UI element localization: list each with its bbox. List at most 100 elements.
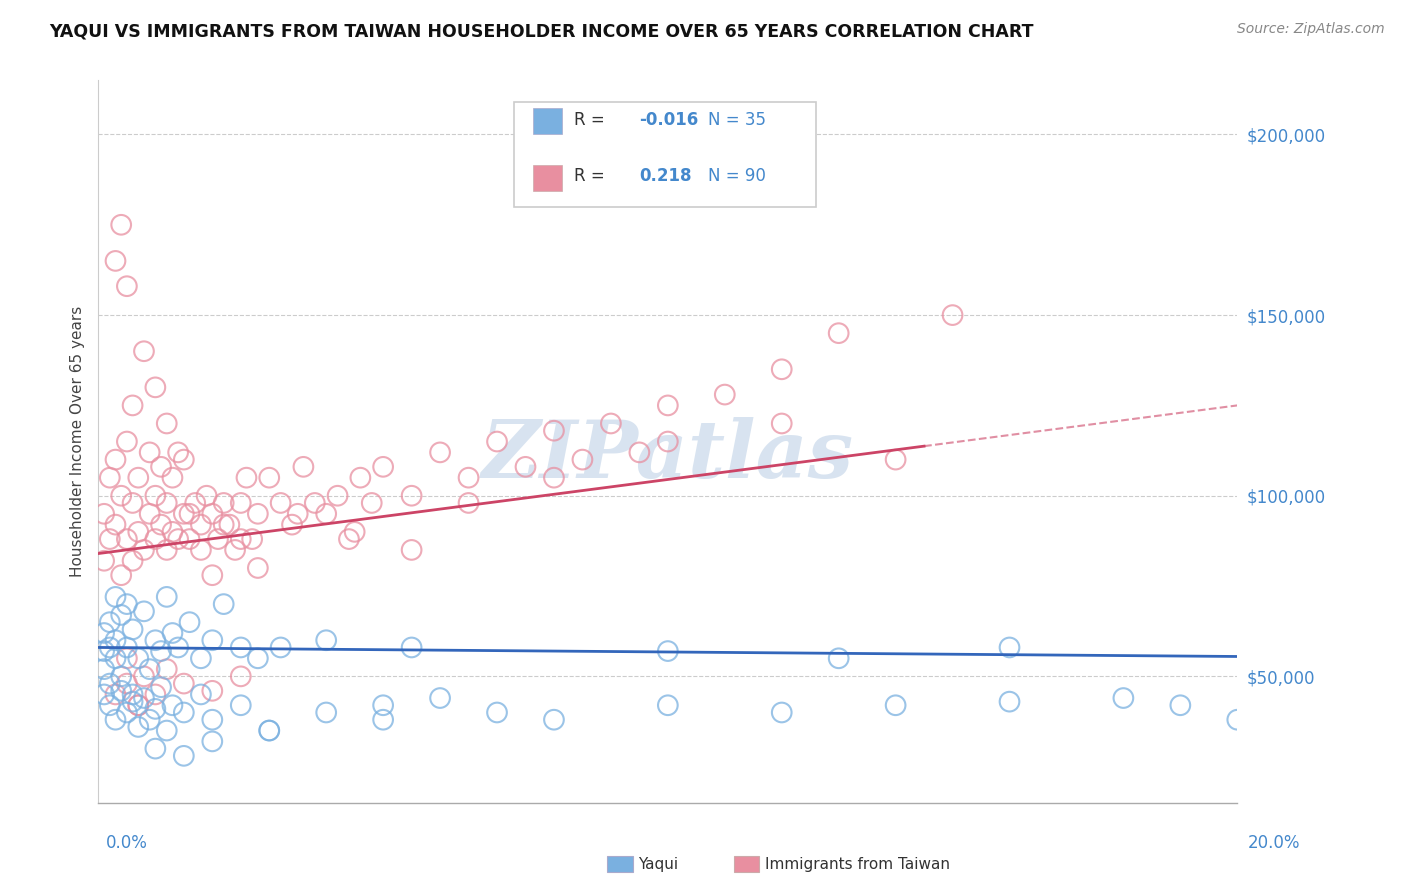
Point [145,489,167,503]
Point [179,507,201,521]
Point [93,507,115,521]
Text: Yaqui: Yaqui [638,857,679,871]
Point [156,417,179,431]
Point [373,698,395,713]
Point [132,542,155,557]
Text: Source: ZipAtlas.com: Source: ZipAtlas.com [1237,22,1385,37]
Point [162,698,184,713]
Point [998,695,1021,709]
Point [628,445,651,459]
Text: N = 90: N = 90 [707,168,766,186]
Point [173,748,195,763]
Point [1112,691,1135,706]
Point [201,734,224,748]
Point [167,640,190,655]
Text: 0.0%: 0.0% [105,834,148,852]
Point [401,640,423,655]
Point [115,279,138,293]
Point [115,651,138,665]
Text: 20.0%: 20.0% [1249,834,1301,852]
FancyBboxPatch shape [515,102,815,207]
Point [162,470,184,484]
Point [98,640,121,655]
Point [98,615,121,630]
Point [104,633,127,648]
Point [121,687,143,701]
Point [104,651,127,665]
Point [190,687,212,701]
Point [246,507,269,521]
Point [104,590,127,604]
Point [104,452,127,467]
Point [884,452,907,467]
Point [259,723,281,738]
Point [145,687,167,701]
Point [1226,713,1249,727]
Point [138,507,160,521]
Point [457,496,479,510]
Point [770,706,793,720]
Point [98,532,121,546]
Point [373,713,395,727]
Point [571,452,593,467]
Point [98,470,121,484]
Point [127,698,149,713]
Point [373,459,395,474]
Point [110,683,132,698]
Point [190,517,212,532]
Point [401,542,423,557]
Point [657,434,679,449]
Point [543,470,565,484]
Y-axis label: Householder Income Over 65 years: Householder Income Over 65 years [69,306,84,577]
Point [104,687,127,701]
Point [315,633,337,648]
Text: YAQUI VS IMMIGRANTS FROM TAIWAN HOUSEHOLDER INCOME OVER 65 YEARS CORRELATION CHA: YAQUI VS IMMIGRANTS FROM TAIWAN HOUSEHOL… [49,22,1033,40]
Point [201,713,224,727]
Point [195,489,218,503]
Point [93,644,115,658]
Point [104,253,127,268]
Point [207,532,229,546]
Point [132,691,155,706]
Point [156,723,179,738]
Point [246,561,269,575]
Point [828,326,851,340]
Point [98,676,121,690]
Point [315,706,337,720]
Point [145,380,167,394]
Point [145,702,167,716]
Point [190,651,212,665]
Point [121,554,143,568]
Point [162,524,184,539]
Point [486,706,509,720]
Point [240,532,263,546]
Bar [533,165,562,191]
Point [657,398,679,412]
Point [121,496,143,510]
Point [1170,698,1192,713]
Point [145,633,167,648]
Point [224,542,246,557]
Point [93,554,115,568]
Point [429,691,451,706]
Point [150,459,173,474]
Point [93,626,115,640]
Point [156,590,179,604]
Point [110,218,132,232]
Point [292,459,315,474]
Point [229,698,252,713]
Text: R =: R = [575,168,610,186]
Text: R =: R = [575,111,610,129]
Point [127,651,149,665]
Point [828,651,851,665]
Point [201,507,224,521]
Point [132,604,155,618]
Point [98,698,121,713]
Point [115,706,138,720]
Point [360,496,382,510]
Point [714,387,737,401]
Point [212,597,235,611]
Point [127,524,149,539]
Text: 0.218: 0.218 [640,168,692,186]
Point [942,308,965,322]
